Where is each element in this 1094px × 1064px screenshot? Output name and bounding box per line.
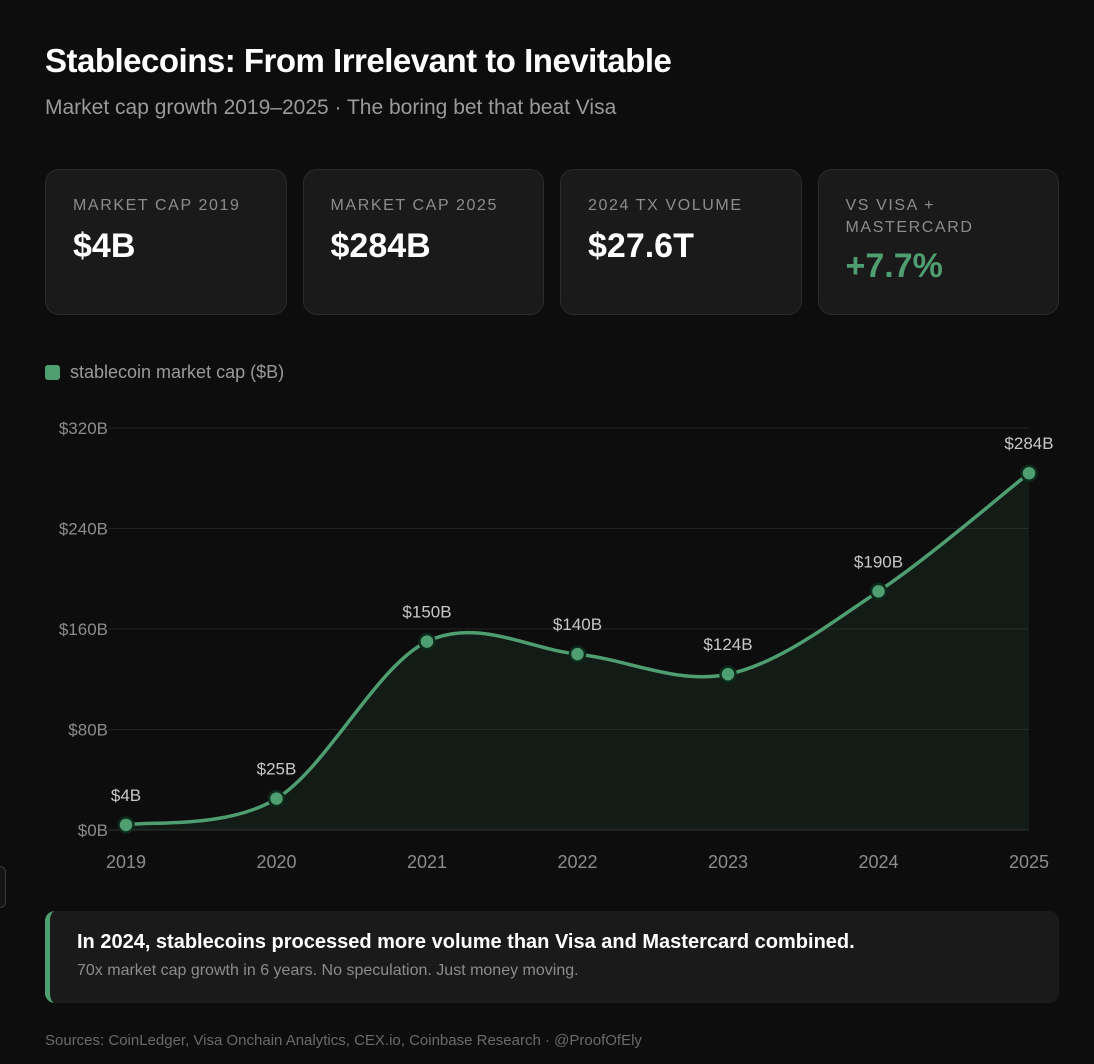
data-point [1020, 464, 1038, 482]
x-tick-label: 2020 [256, 852, 296, 872]
chart-legend: stablecoin market cap ($B) [45, 362, 284, 383]
data-point [418, 632, 436, 651]
stat-card-market-cap-2019: MARKET CAP 2019 $4B [45, 169, 287, 315]
stat-card-market-cap-2025: MARKET CAP 2025 $284B [302, 169, 544, 315]
x-tick-label: 2019 [106, 852, 146, 872]
data-label: $284B [1004, 434, 1053, 453]
x-tick-label: 2025 [1009, 852, 1049, 872]
stat-value: +7.7% [845, 247, 943, 285]
legend-label: stablecoin market cap ($B) [70, 362, 285, 382]
page-title: Stablecoins: From Irrelevant to Inevitab… [45, 42, 672, 79]
y-tick-label: $80B [68, 721, 108, 740]
stat-card-tx-volume: 2024 TX VOLUME $27.6T [560, 169, 802, 315]
sources-footer: Sources: CoinLedger, Visa Onchain Analyt… [45, 1032, 642, 1049]
stat-label: MARKET CAP 2019 [73, 197, 241, 214]
stat-value: $27.6T [588, 227, 694, 265]
data-point [568, 645, 587, 663]
data-point [117, 816, 135, 834]
callout-text: 70x market cap growth in 6 years. No spe… [77, 962, 579, 979]
y-tick-label: $0B [78, 821, 108, 840]
page-subtitle: Market cap growth 2019–2025 · The boring… [45, 96, 617, 119]
y-tick-label: $160B [59, 620, 108, 639]
x-tick-label: 2021 [407, 852, 447, 872]
y-tick-label: $240B [59, 520, 108, 539]
stat-label: 2024 TX VOLUME [588, 197, 743, 214]
stat-value: $284B [330, 227, 431, 265]
data-point [267, 789, 286, 808]
callout-title: In 2024, stablecoins processed more volu… [77, 931, 855, 953]
stat-label: VS VISA + MASTERCARD [845, 197, 974, 236]
data-label: $190B [854, 552, 903, 571]
data-label: $124B [703, 635, 752, 654]
legend-swatch [45, 365, 60, 380]
data-point [869, 582, 888, 601]
x-tick-label: 2023 [708, 852, 748, 872]
series-area [126, 473, 1029, 830]
data-label: $4B [111, 786, 141, 805]
data-label: $25B [257, 760, 297, 779]
data-label: $150B [402, 603, 451, 622]
y-tick-label: $320B [59, 419, 108, 438]
x-tick-label: 2022 [557, 852, 597, 872]
stat-label: MARKET CAP 2025 [330, 197, 498, 214]
insight-callout: In 2024, stablecoins processed more volu… [45, 911, 1059, 1003]
data-label: $140B [553, 615, 602, 634]
x-tick-label: 2024 [858, 852, 898, 872]
stat-cards: MARKET CAP 2019 $4B MARKET CAP 2025 $284… [45, 169, 1059, 315]
stat-card-vs-visa-mastercard: VS VISA + MASTERCARD +7.7% [817, 169, 1059, 315]
stat-value: $4B [73, 227, 136, 265]
data-point [719, 665, 737, 683]
